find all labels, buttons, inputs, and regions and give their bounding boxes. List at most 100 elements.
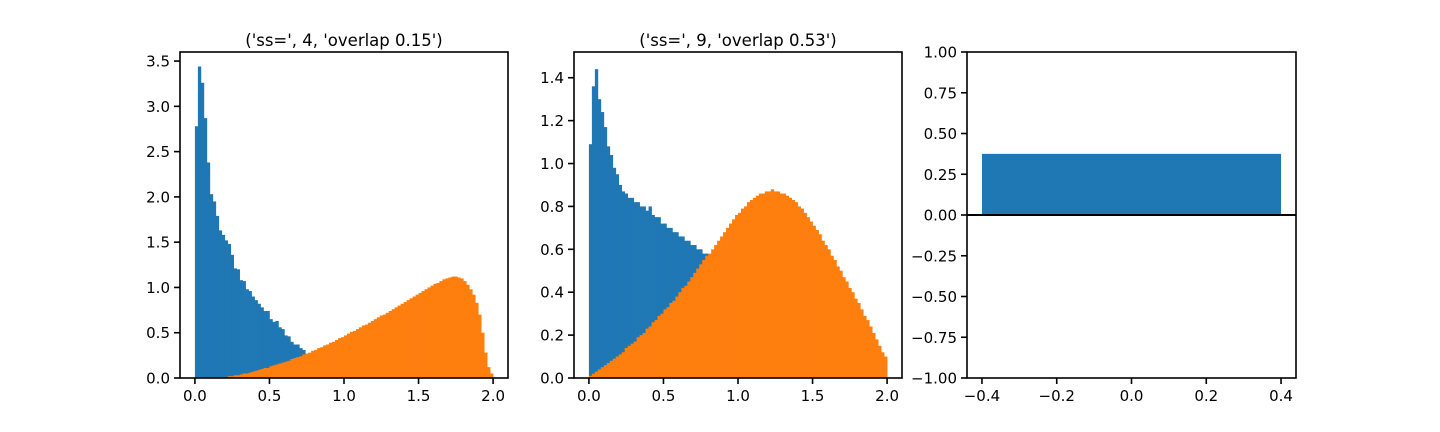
histogram-bar: [720, 236, 724, 378]
histogram-bar: [272, 365, 276, 378]
histogram-bar: [481, 332, 485, 378]
histogram-bar: [463, 281, 467, 378]
y-tick-label: 1.0: [540, 155, 564, 173]
histogram-bar: [708, 253, 712, 378]
histogram-bar: [675, 296, 679, 378]
histogram-bar: [251, 296, 255, 378]
histogram-bar: [770, 189, 775, 378]
histogram-bar: [636, 202, 640, 378]
histogram-bar: [726, 227, 730, 378]
histogram-bar: [663, 223, 667, 378]
plot-area: [588, 69, 888, 378]
y-tick-label: 0.8: [540, 198, 564, 216]
histogram-bar: [660, 223, 664, 378]
histogram-bar: [743, 206, 748, 378]
histogram-bar: [600, 367, 605, 378]
histogram-bar: [797, 206, 801, 378]
histogram-bar: [254, 370, 258, 378]
histogram-bar: [672, 300, 676, 378]
histogram-bar: [758, 193, 763, 378]
histogram-bar: [845, 281, 849, 378]
histogram-bar: [782, 193, 787, 378]
histogram-bar: [630, 343, 634, 378]
histogram-bar: [827, 249, 831, 378]
plot-area: [194, 66, 494, 378]
y-tick-label: 0.2: [540, 327, 564, 345]
x-tick-label: 0.0: [1120, 387, 1144, 405]
histogram-bar: [764, 191, 769, 378]
histogram-bar: [484, 352, 488, 378]
histogram-bar: [878, 345, 882, 378]
histogram-bar: [233, 375, 237, 378]
histogram-bar: [749, 199, 754, 378]
series-2: [227, 276, 494, 378]
histogram-bar: [352, 330, 357, 378]
histogram-bar: [227, 243, 232, 378]
y-tick-label: 0.0: [146, 370, 170, 388]
histogram-bar: [424, 289, 428, 378]
histogram-bar: [415, 294, 419, 378]
histogram-bar: [469, 289, 473, 378]
histogram-bar: [785, 195, 790, 378]
histogram-bar: [603, 365, 608, 378]
histogram-bar: [648, 326, 652, 378]
x-tick-label: −0.4: [964, 387, 1000, 405]
histogram-bar: [281, 362, 285, 378]
histogram-bar: [812, 225, 816, 378]
histogram-bar: [615, 356, 620, 378]
histogram-bar: [723, 232, 727, 378]
histogram-bar: [836, 266, 840, 378]
histogram-bar: [430, 285, 434, 378]
histogram-bar: [215, 215, 220, 378]
histogram-bar: [711, 249, 715, 378]
histogram-bar: [421, 291, 425, 378]
histogram-bar: [857, 302, 861, 378]
histogram-bar: [251, 371, 255, 378]
histogram-bar: [442, 279, 446, 378]
histogram-bar: [618, 184, 623, 378]
histogram-bar: [311, 350, 315, 378]
histogram-bar: [323, 345, 327, 378]
histogram-bar: [603, 127, 608, 378]
histogram-bar: [660, 313, 664, 378]
histogram-bar: [642, 206, 646, 378]
histogram-bar: [326, 344, 330, 378]
histogram-bar: [466, 284, 470, 378]
y-tick-label: 0.25: [924, 166, 957, 184]
histogram-bar: [633, 341, 637, 378]
histogram-bar: [218, 230, 223, 378]
histogram-bar: [606, 146, 611, 378]
histogram-bar: [293, 358, 297, 378]
y-tick-label: 0.00: [924, 207, 957, 225]
x-tick-label: 2.0: [875, 387, 899, 405]
histogram-bar: [818, 234, 822, 378]
histogram-bar: [699, 264, 703, 378]
histogram-bar: [475, 302, 479, 378]
x-tick-label: 1.5: [407, 387, 431, 405]
histogram-bar: [272, 321, 276, 378]
histogram-bar: [487, 367, 491, 378]
series-2: [588, 189, 888, 378]
histogram-bar: [669, 302, 673, 378]
histogram-bar: [612, 167, 617, 378]
histogram-bar: [594, 69, 599, 378]
histogram-bar: [200, 82, 205, 378]
histogram-bar: [418, 292, 422, 378]
histogram-bar: [212, 201, 217, 378]
x-tick-label: 1.0: [332, 387, 356, 405]
histogram-bar: [866, 320, 870, 378]
y-tick-label: 2.0: [146, 188, 170, 206]
histogram-bar: [203, 118, 208, 378]
histogram-bar: [320, 347, 324, 378]
histogram-bar: [591, 373, 596, 378]
histogram-bar: [860, 309, 864, 378]
histogram-bar: [284, 335, 288, 378]
histogram-bar: [394, 307, 399, 378]
histogram-bar: [597, 369, 602, 378]
histogram-bar: [717, 240, 721, 378]
histogram-bar: [227, 376, 232, 378]
histogram-bar: [367, 322, 372, 378]
histogram-bar: [436, 282, 440, 378]
histogram-bar: [732, 219, 736, 378]
histogram-bar: [738, 212, 742, 378]
